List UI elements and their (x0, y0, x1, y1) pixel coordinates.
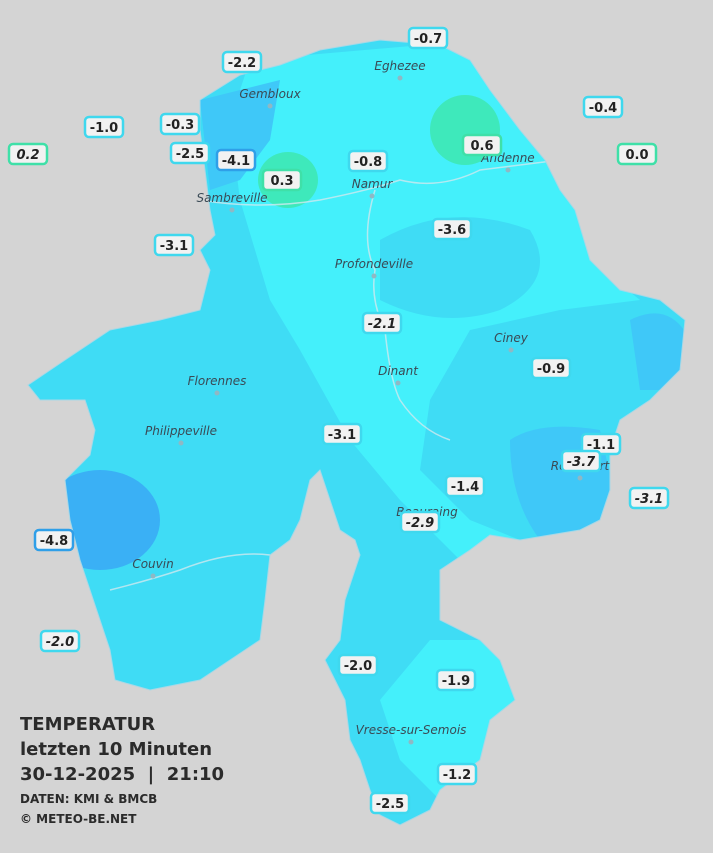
city-label: Dinant (378, 364, 419, 378)
city-dot (178, 440, 184, 446)
station-value: -1.4 (451, 480, 479, 495)
station-value: -2.5 (376, 797, 404, 812)
station-box (436, 762, 478, 786)
city-dot (508, 347, 514, 353)
station-value: -1.0 (90, 121, 118, 136)
station-value: -3.1 (635, 492, 663, 507)
station-box (461, 133, 503, 157)
legend-title: TEMPERATUR (20, 714, 155, 735)
station-value: -3.6 (438, 223, 466, 238)
station-value: -4.8 (40, 534, 68, 549)
city-dot (395, 380, 401, 386)
station-box (582, 95, 624, 119)
station-box (435, 668, 477, 692)
station-value: -1.9 (442, 674, 470, 689)
station-box (347, 149, 389, 173)
station-value: -3.1 (160, 239, 188, 254)
station-box (159, 112, 201, 136)
legend-period: letzten 10 Minuten (20, 739, 212, 760)
city-dot (408, 739, 414, 745)
legend-source: DATEN: KMI & BMCB (20, 792, 157, 806)
station-value: -0.8 (354, 155, 382, 170)
city-label: Namur (352, 177, 394, 191)
city-label: Vresse-sur-Semois (356, 723, 467, 737)
station-value: -0.4 (589, 101, 617, 116)
station-box (33, 528, 75, 552)
station-box (39, 629, 81, 653)
station-value: 0.0 (625, 148, 648, 163)
station-value: -3.1 (328, 428, 356, 443)
station-value: -1.2 (443, 768, 471, 783)
station-box (407, 26, 449, 50)
station-box (337, 653, 379, 677)
city-label: Eghezee (374, 59, 425, 73)
city-dot (577, 475, 583, 481)
cities: EghezeeGemblouxAndenneNamurSambrevillePr… (132, 59, 611, 745)
station-value: -2.0 (46, 635, 74, 650)
city-dot (369, 193, 375, 199)
station-box (361, 311, 403, 335)
station-value: -2.5 (176, 147, 204, 162)
station-box (215, 148, 257, 172)
station-box (261, 168, 303, 192)
city-label: Gembloux (239, 87, 301, 101)
legend-copyright: © METEO-BE.NET (20, 812, 137, 826)
station-value: -4.1 (222, 154, 250, 169)
city-dot (397, 75, 403, 81)
station-value: -2.2 (228, 56, 256, 71)
station-value: -0.7 (414, 32, 442, 47)
city-dot (214, 390, 220, 396)
station-box (399, 510, 441, 534)
station-box (153, 233, 195, 257)
station-box (431, 217, 473, 241)
city-dot (371, 273, 377, 279)
station-box (321, 422, 363, 446)
city-label: Sambreville (196, 191, 267, 205)
station-value: -2.0 (344, 659, 372, 674)
station-value: 0.2 (16, 148, 39, 163)
station-box (530, 356, 572, 380)
station-box (616, 142, 658, 166)
station-box (7, 142, 49, 166)
station-box (83, 115, 125, 139)
station-box (628, 486, 670, 510)
station-box (560, 449, 602, 473)
city-label: Profondeville (335, 257, 413, 271)
station-value: -2.9 (406, 516, 434, 531)
station-box (444, 474, 486, 498)
station-value: -1.1 (587, 438, 615, 453)
station-value: -3.7 (567, 455, 596, 470)
city-dot (505, 167, 511, 173)
station-value: 0.6 (470, 139, 493, 154)
city-label: Florennes (188, 374, 247, 388)
station-value: 0.3 (270, 174, 293, 189)
legend-timestamp: 30-12-2025 | 21:10 (20, 764, 224, 785)
station-box (369, 791, 411, 815)
station-box (169, 141, 211, 165)
city-dot (267, 103, 273, 109)
station-value: -0.3 (166, 118, 194, 133)
city-label: Philippeville (145, 424, 217, 438)
station-value: -0.9 (537, 362, 565, 377)
station-box (221, 50, 263, 74)
stations: -0.7 -2.2 -0.4 -1.0 -0.3 0.6 -2.5 -4.1 -0.8 0.0 0.… (7, 26, 670, 815)
city-dot (150, 573, 156, 579)
city-dot (229, 207, 235, 213)
city-label: Ciney (494, 331, 529, 345)
station-value: -2.1 (368, 317, 396, 332)
city-label: Couvin (132, 557, 173, 571)
